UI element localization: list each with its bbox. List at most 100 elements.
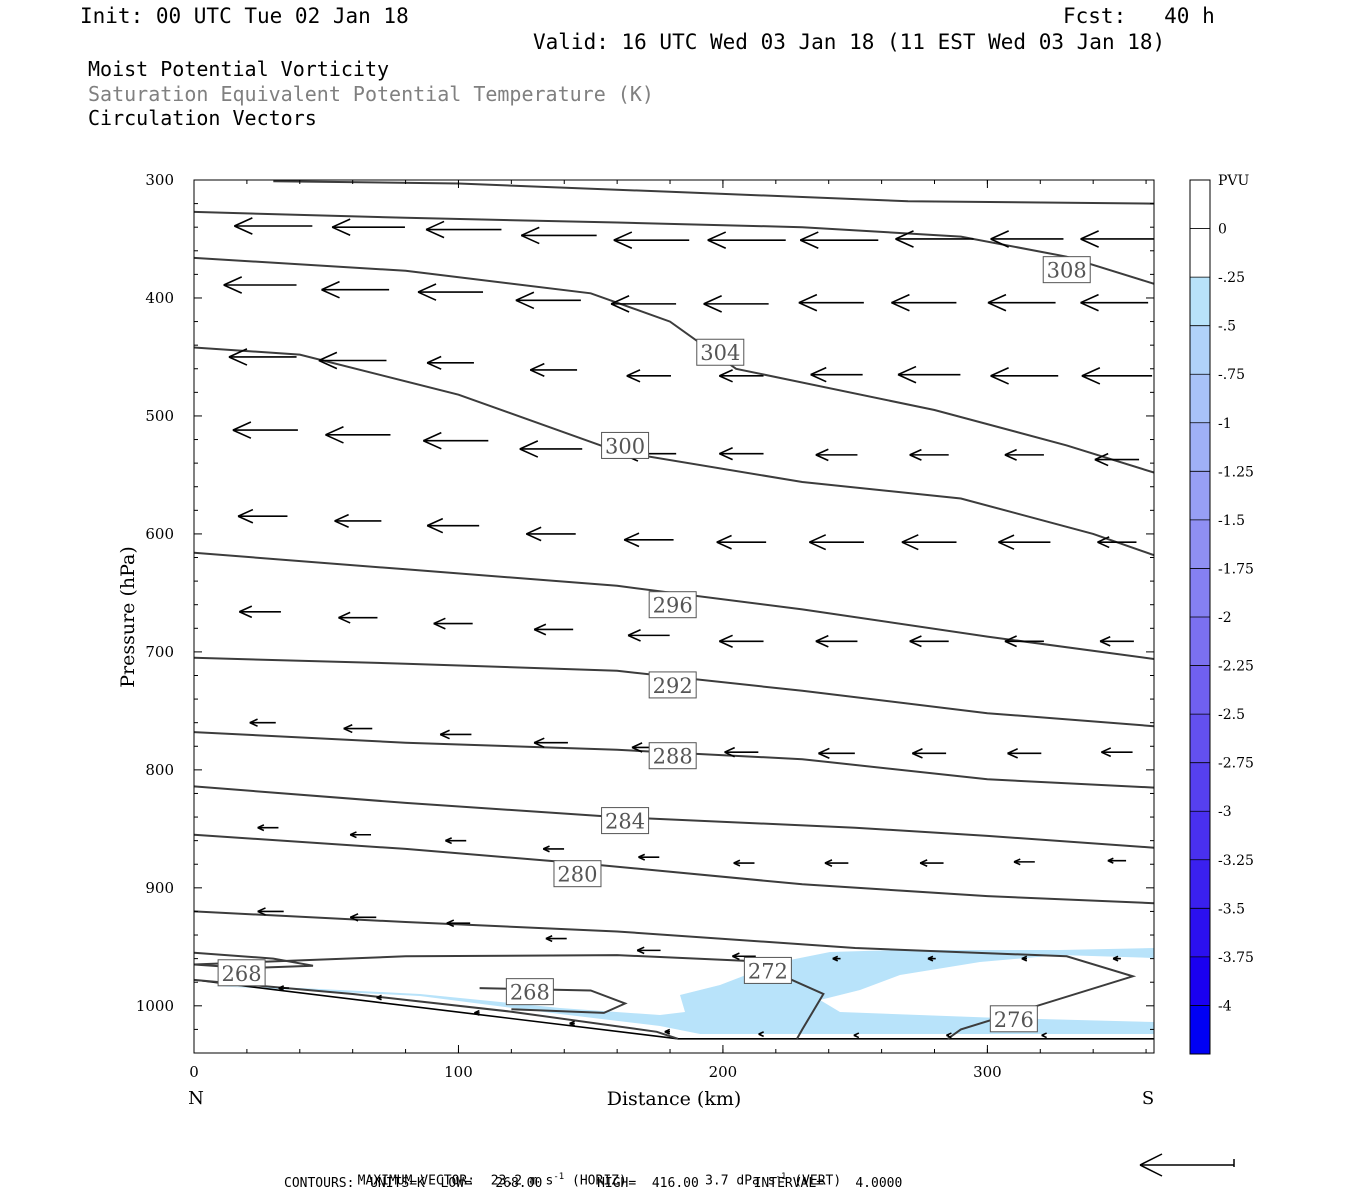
contour-label-box (601, 807, 650, 835)
colorbar-swatch (1190, 1005, 1210, 1054)
horiz-value: 23.2 m s (490, 1173, 554, 1189)
circulation-vector (1099, 635, 1134, 647)
colorbar-label: -2 (1218, 610, 1232, 626)
circulation-vector (232, 421, 298, 439)
circulation-vector (719, 634, 764, 648)
circulation-vector (520, 226, 597, 245)
contour-label-box (217, 959, 266, 987)
colorbar-swatch (1190, 617, 1210, 666)
theta-e-contour-300 (194, 346, 1154, 557)
contour-label: 288 (653, 745, 693, 769)
circulation-vector (228, 348, 297, 366)
colorbar-label: -.5 (1218, 319, 1236, 335)
y-axis-label: Pressure (hPa) (117, 546, 139, 688)
colorbar-label: -2.25 (1218, 659, 1254, 675)
x-tick-label: 0 (189, 1063, 199, 1081)
y-tick-label: 1000 (136, 997, 174, 1015)
circulation-vector (810, 366, 863, 383)
colorbar-swatch (1190, 325, 1210, 375)
circulation-vector (422, 431, 489, 450)
colorbar-swatch (1190, 471, 1210, 520)
circulation-vector (724, 746, 759, 758)
contour-label-box (553, 860, 602, 888)
circulation-vector (638, 853, 660, 861)
circulation-vector (1080, 230, 1154, 248)
circulation-vector (349, 831, 372, 839)
circulation-vector (445, 837, 467, 845)
vert-exp: -1 (775, 1172, 787, 1182)
mpv-shading-region (210, 948, 1154, 1034)
circulation-vector (515, 291, 581, 310)
circulation-vector (895, 230, 974, 248)
circulation-vector (897, 365, 961, 384)
circulation-vector (433, 617, 473, 630)
circulation-vector (987, 293, 1056, 312)
title-mpv: Moist Potential Vorticity (88, 57, 390, 81)
max-vector-line: MAXIMUM VECTOR: 23.2 m s-1 (HORIZ) 3.7 d… (342, 1157, 842, 1189)
circulation-vector (519, 440, 583, 458)
theta-e-contour-268 (194, 978, 679, 1040)
y-tick-label: 900 (145, 879, 174, 897)
circulation-vector (716, 534, 767, 550)
x-tick-label: 100 (444, 1063, 473, 1081)
x-end-label-south: S (1142, 1088, 1154, 1109)
circulation-vector (542, 845, 565, 853)
circulation-vector (998, 534, 1051, 550)
init-time: Init: 00 UTC Tue 02 Jan 18 (80, 4, 409, 28)
max-vector-label: MAXIMUM VECTOR: (357, 1173, 476, 1189)
plot-frame (193, 179, 1155, 1054)
y-tick-label: 700 (145, 643, 174, 661)
circulation-vector (238, 605, 281, 619)
circulation-vector (417, 283, 484, 301)
circulation-vector (1101, 747, 1133, 758)
contour-label-box (601, 431, 650, 459)
circulation-vector (946, 1032, 952, 1039)
colorbar-swatch (1190, 811, 1210, 860)
colorbar-label: -3.25 (1218, 853, 1254, 869)
x-end-label-north: N (188, 1088, 204, 1109)
circulation-vector (733, 859, 755, 867)
circulation-vector (891, 293, 957, 312)
colorbar-label: -2.5 (1218, 707, 1245, 723)
circulation-vector (349, 913, 377, 922)
colorbar-title: PVU (1218, 173, 1250, 189)
circulation-vector (446, 919, 471, 928)
circulation-vector (901, 534, 957, 551)
circulation-vector (533, 623, 574, 636)
colorbar-swatch (1190, 228, 1210, 278)
circulation-vector (798, 293, 864, 312)
contour-label-box (1042, 256, 1091, 284)
contour-label: 276 (994, 1008, 1034, 1032)
circulation-vector (1112, 955, 1121, 962)
colorbar-swatch (1190, 665, 1210, 715)
colorbar-label: -1.25 (1218, 464, 1254, 480)
title-thetae: Saturation Equivalent Potential Temperat… (88, 82, 654, 106)
horiz-unit: (HORIZ) (572, 1173, 627, 1189)
circulation-vector (474, 1009, 480, 1016)
circulation-vector (623, 532, 674, 548)
colorbar-swatch (1190, 519, 1210, 569)
y-tick-label: 800 (145, 761, 174, 779)
contour-label: 304 (700, 341, 740, 365)
theta-e-contour-308 (273, 180, 1154, 205)
circulation-vector (1004, 635, 1044, 648)
colorbar-swatch (1190, 908, 1210, 957)
vert-unit: (VERT) (794, 1173, 842, 1189)
circulation-vector (318, 351, 387, 370)
y-tick-label: 300 (145, 171, 174, 189)
circulation-vector (990, 367, 1059, 385)
theta-e-contour-288 (194, 731, 1154, 789)
circulation-vector (626, 369, 671, 383)
circulation-vector (257, 824, 279, 832)
circulation-vector (325, 425, 391, 444)
theta-e-contour-284 (194, 785, 1154, 849)
circulation-vector (223, 276, 297, 294)
circulation-vector (1041, 1032, 1047, 1039)
circulation-vector (1013, 858, 1035, 866)
circulation-vector (249, 718, 276, 727)
circulation-vector (1097, 536, 1137, 549)
circulation-vector (809, 534, 864, 551)
circulation-vector (613, 231, 690, 249)
circulation-vector (338, 611, 378, 624)
